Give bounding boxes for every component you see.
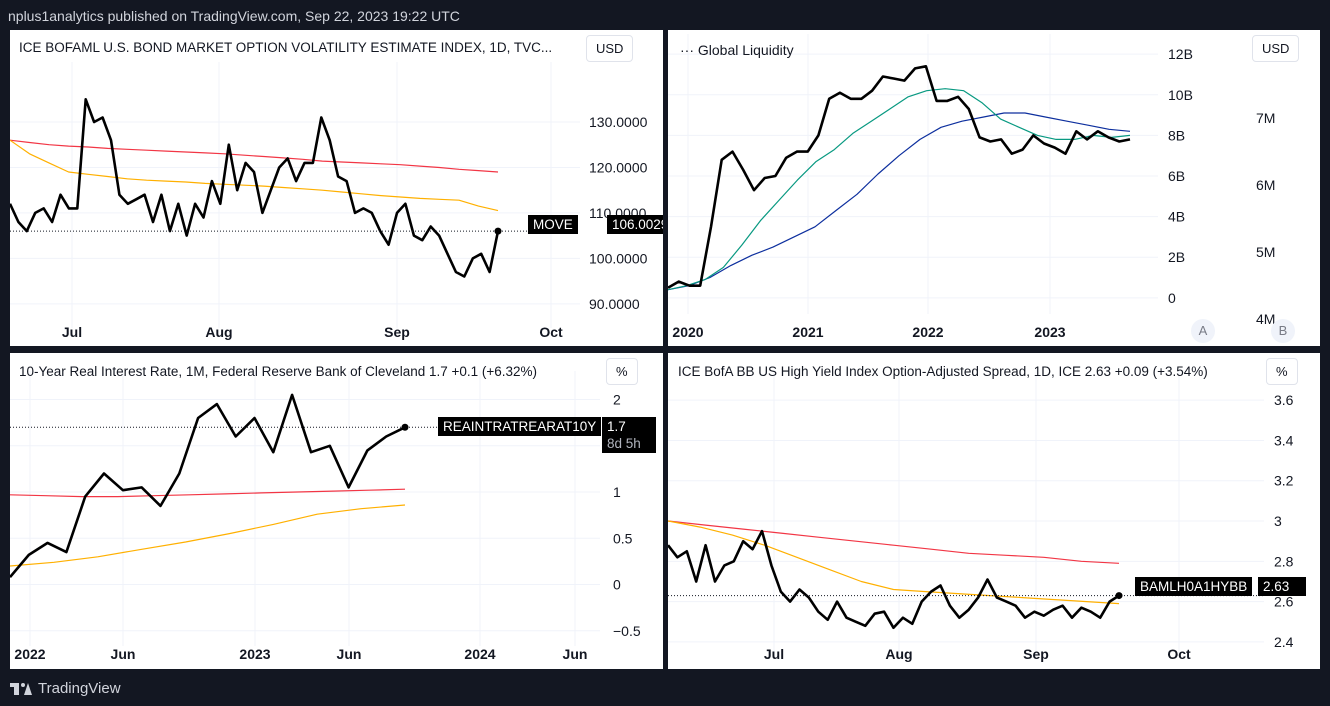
- real-rate-chart-svg: −0.500.511.522022Jun2023Jun2024Jun: [10, 371, 641, 662]
- y-tick-label: 3: [1274, 513, 1282, 529]
- y2-tick-label: 4M: [1256, 311, 1275, 327]
- scale-b-button[interactable]: B: [1271, 319, 1295, 343]
- footer-brand[interactable]: TradingView: [10, 680, 121, 697]
- moving-average-line-2: [668, 112, 1131, 291]
- main-series-line: [10, 393, 406, 578]
- hy-spread-chart-svg: 2.4 2.6 2.8 3 3.2 3.4 3.6 Jul Aug Sep Oct: [668, 370, 1294, 662]
- x-tick-label: 2022: [912, 324, 943, 340]
- x-tick-label: Oct: [539, 324, 563, 340]
- moving-average-line-2: [10, 139, 499, 173]
- last-price-marker: [494, 227, 502, 235]
- y-tick-label: −0.5: [613, 623, 641, 639]
- x-tick-label: 2020: [672, 324, 703, 340]
- y-tick-label: 2.8: [1274, 553, 1294, 569]
- y-tick-label: 8B: [1168, 127, 1185, 143]
- publisher-header: nplus1analytics published on TradingView…: [8, 8, 460, 24]
- moving-average-line-1: [10, 139, 499, 212]
- move-chart-svg: 90.0000100.0000110.0000120.0000130.0000J…: [10, 62, 648, 340]
- real-rate-last-label: REAINTRATREARAT10Y: [438, 417, 602, 436]
- moving-average-line-1: [668, 88, 1131, 291]
- x-tick-label: Sep: [1023, 646, 1049, 662]
- liquidity-chart-panel[interactable]: 0 2B 4B 6B 8B 10B 12B 2020 2021 2022 2023 4M 5M 6M 7M …: [668, 30, 1320, 346]
- liquidity-chart-title: ··· Global Liquidity: [680, 42, 794, 58]
- y-tick-label: 90.0000: [589, 296, 640, 312]
- main-series-line: [668, 64, 1131, 289]
- x-tick-label: 2023: [1034, 324, 1065, 340]
- x-tick-label: Oct: [1167, 646, 1191, 662]
- y-tick-label: 1: [613, 484, 621, 500]
- x-tick-label: Jul: [62, 324, 82, 340]
- x-tick-label: Jul: [764, 646, 784, 662]
- y-tick-label: 2B: [1168, 249, 1185, 265]
- x-tick-label: 2022: [14, 646, 45, 662]
- y-tick-label: 6B: [1168, 168, 1185, 184]
- real-rate-chart-panel[interactable]: −0.500.511.522022Jun2023Jun2024Jun 10-Ye…: [10, 353, 663, 669]
- move-last-label: MOVE: [528, 215, 578, 234]
- liquidity-unit-button[interactable]: USD: [1252, 35, 1300, 62]
- y-tick-label: 2: [613, 392, 621, 408]
- moving-average-line-1: [668, 520, 1120, 605]
- main-series-line: [668, 529, 1120, 630]
- y2-tick-label: 6M: [1256, 177, 1275, 193]
- x-tick-label: Sep: [384, 324, 410, 340]
- y-tick-label: 0: [1168, 290, 1176, 306]
- y-tick-label: 3.2: [1274, 473, 1294, 489]
- x-tick-label: Jun: [563, 646, 588, 662]
- y2-tick-label: 5M: [1256, 244, 1275, 260]
- real-rate-last-value: 1.7: [602, 417, 656, 436]
- move-unit-button[interactable]: USD: [586, 35, 634, 62]
- y-tick-label: 130.0000: [589, 114, 648, 130]
- move-last-value: 106.0029: [607, 215, 663, 234]
- moving-average-line-2: [10, 504, 406, 567]
- real-rate-unit-button[interactable]: %: [606, 358, 638, 385]
- y-tick-label: 0: [613, 577, 621, 593]
- scale-a-button[interactable]: A: [1191, 319, 1215, 343]
- y-tick-label: 0.5: [613, 530, 633, 546]
- x-tick-label: Jun: [111, 646, 136, 662]
- moving-average-line-2: [668, 520, 1120, 564]
- x-tick-label: Jun: [337, 646, 362, 662]
- y-tick-label: 3.6: [1274, 392, 1294, 408]
- x-tick-label: 2021: [792, 324, 823, 340]
- tradingview-logo-icon: [10, 682, 32, 695]
- y-tick-label: 120.0000: [589, 159, 648, 175]
- y-tick-label: 12B: [1168, 46, 1193, 62]
- y-tick-label: 100.0000: [589, 250, 648, 266]
- x-tick-label: Aug: [885, 646, 912, 662]
- last-price-marker: [1115, 592, 1123, 600]
- footer-brand-text: TradingView: [38, 680, 121, 697]
- move-chart-panel[interactable]: 90.0000 100.0000 110.0000 120.0000 130.0000 J…: [10, 30, 663, 346]
- liquidity-chart-svg: 0 2B 4B 6B 8B 10B 12B 2020 2021 2022 2023 4M 5M 6M 7M: [668, 34, 1275, 340]
- hy-last-value: 2.63: [1258, 577, 1306, 596]
- hy-last-label: BAMLH0A1HYBB: [1135, 577, 1253, 596]
- last-price-marker: [401, 423, 409, 431]
- y-tick-label: 4B: [1168, 209, 1185, 225]
- y-tick-label: 2.4: [1274, 634, 1294, 650]
- real-rate-countdown: 8d 5h: [602, 434, 656, 453]
- x-tick-label: 2024: [464, 646, 495, 662]
- moving-average-line-1: [10, 488, 406, 498]
- move-chart-title: ICE BOFAML U.S. BOND MARKET OPTION VOLAT…: [19, 40, 553, 55]
- x-tick-label: Aug: [205, 324, 232, 340]
- hy-spread-chart-panel[interactable]: 2.4 2.6 2.8 3 3.2 3.4 3.6 Jul Aug Sep Oct ICE BofA…: [668, 353, 1320, 669]
- y-tick-label: 2.6: [1274, 594, 1294, 610]
- hy-spread-chart-title: ICE BofA BB US High Yield Index Option-A…: [678, 364, 1208, 379]
- real-rate-chart-title: 10-Year Real Interest Rate, 1M, Federal …: [19, 364, 538, 379]
- y-tick-label: 10B: [1168, 87, 1193, 103]
- x-tick-label: 2023: [239, 646, 270, 662]
- main-series-line: [10, 98, 500, 278]
- y2-tick-label: 7M: [1256, 110, 1275, 126]
- hy-unit-button[interactable]: %: [1266, 358, 1298, 385]
- y-tick-label: 3.4: [1274, 432, 1294, 448]
